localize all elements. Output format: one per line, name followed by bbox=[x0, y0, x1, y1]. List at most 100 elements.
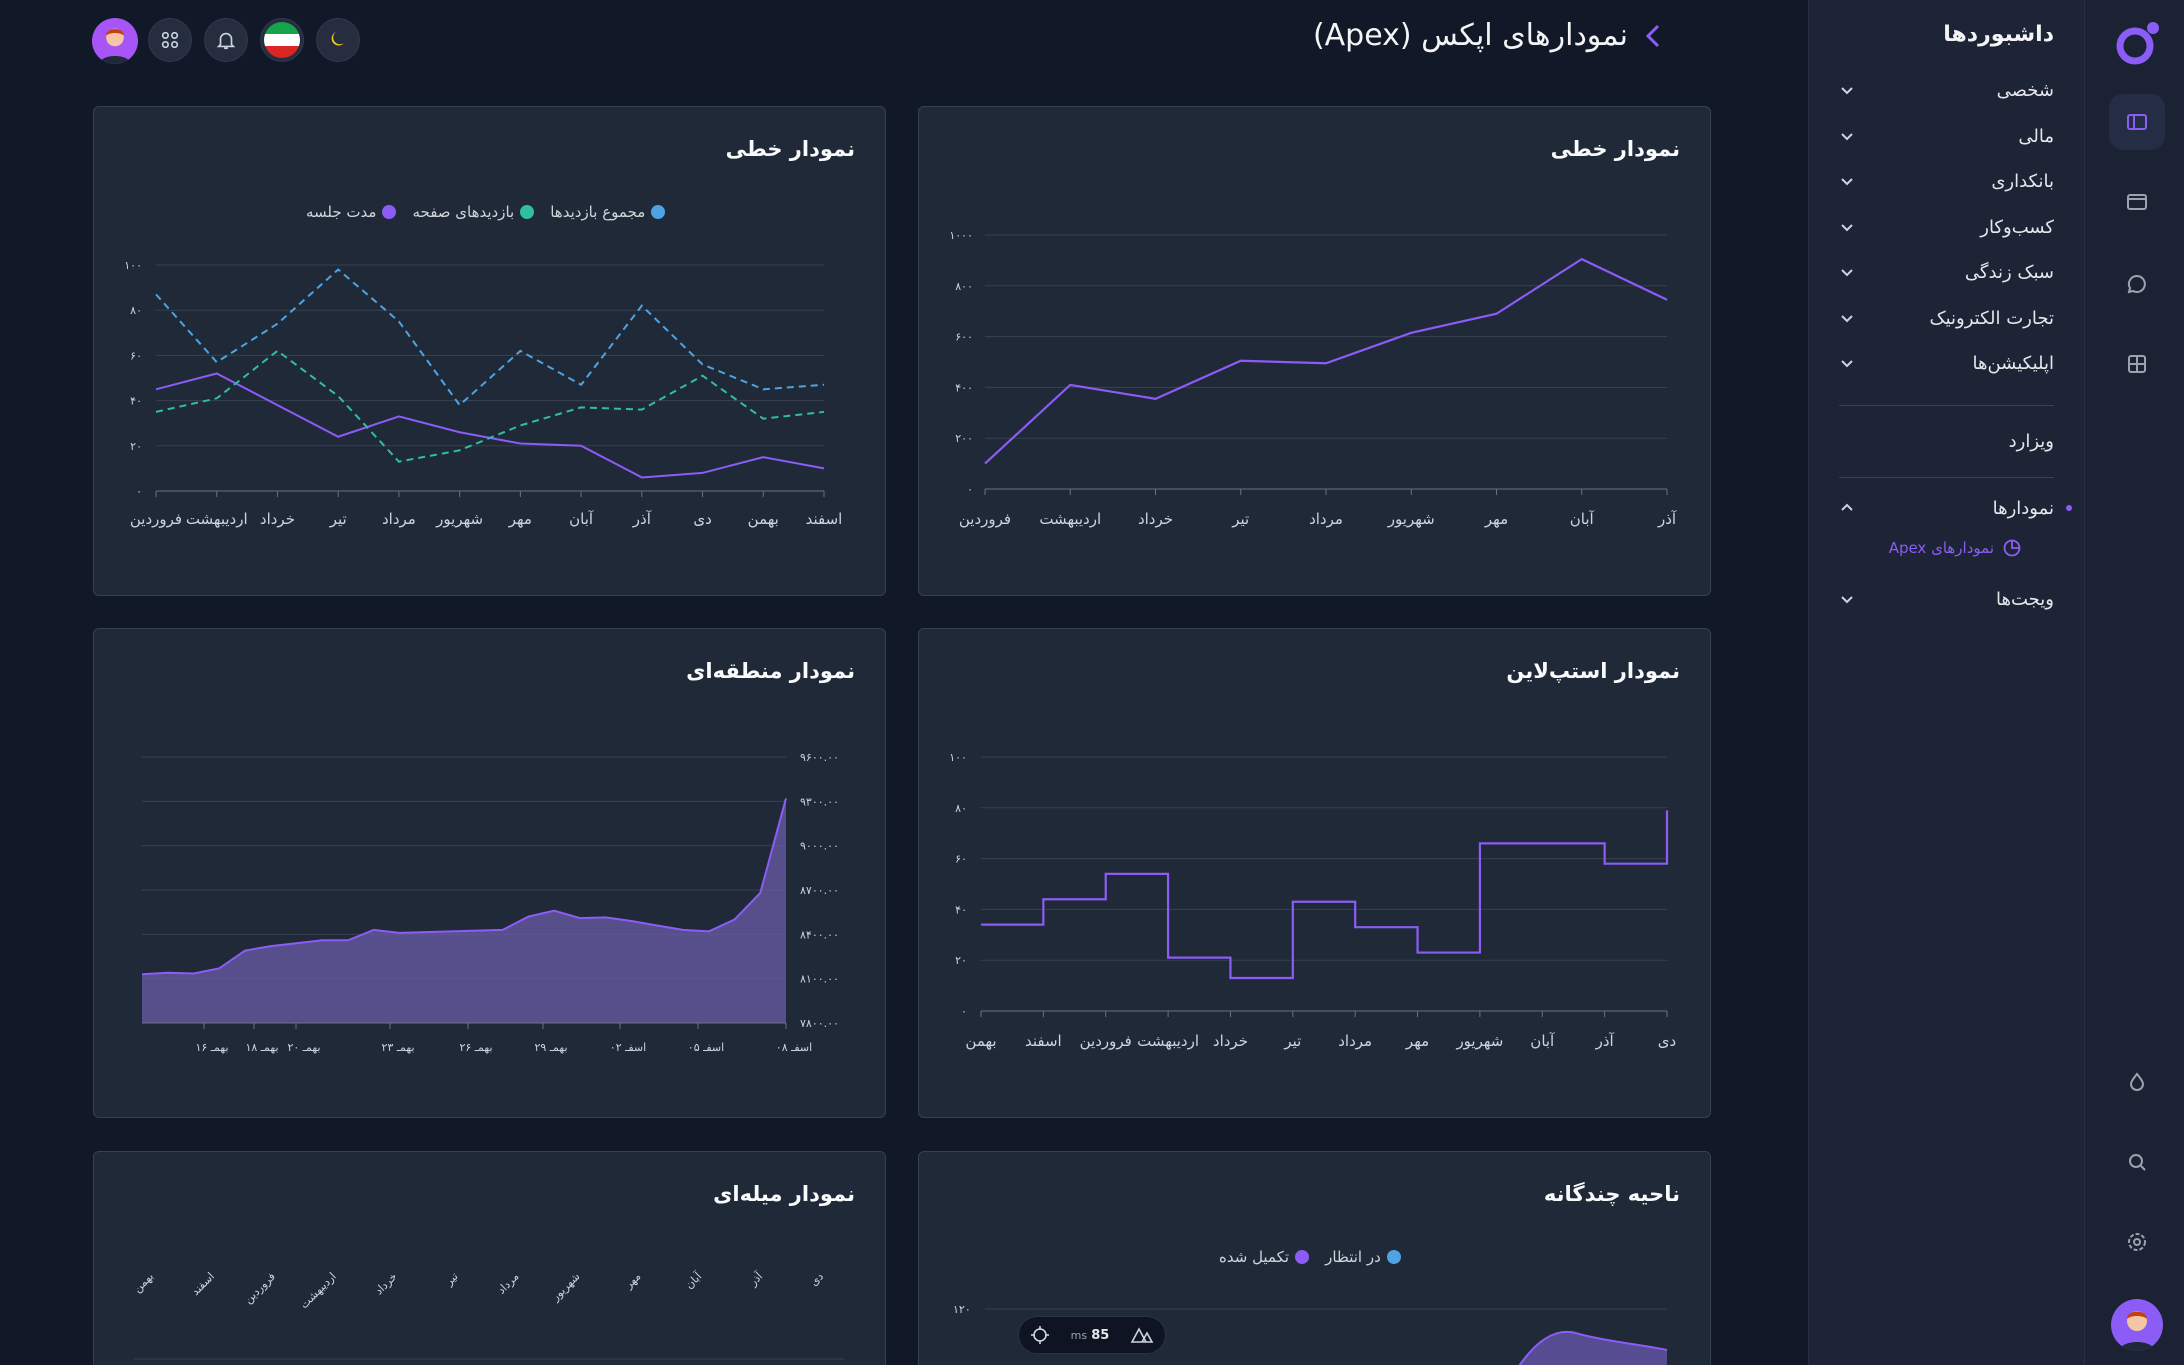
bar-chart-card: نمودار میله‌ای بهمن اسفند فروردین اردیبهشت خ… bbox=[93, 1151, 886, 1365]
theme-toggle-button[interactable] bbox=[316, 18, 360, 62]
x-tick-label: مهر bbox=[1405, 1032, 1429, 1050]
chevron-left-icon[interactable] bbox=[1642, 21, 1664, 51]
card-title: نمودار استپ‌لاین bbox=[1506, 659, 1680, 683]
sidebar-item-widgets[interactable]: ویجت‌ها bbox=[1839, 584, 2054, 614]
page-title: نمودارهای اپکس (Apex) bbox=[1313, 18, 1664, 53]
x-tick-label: آبان bbox=[569, 510, 594, 528]
divider bbox=[1839, 477, 2054, 478]
x-tick-label: مرداد bbox=[1309, 510, 1343, 528]
x-tick-label: فروردین bbox=[1080, 1032, 1132, 1050]
bell-icon bbox=[216, 32, 236, 50]
chevron-down-icon bbox=[1841, 596, 1853, 604]
x-tick-label: ۲۰ بهمـ bbox=[287, 1041, 320, 1054]
chart-legend: در انتظار تکمیل شده bbox=[1219, 1248, 1401, 1266]
y-tick-label: ۹۶۰۰.۰۰ bbox=[800, 751, 839, 764]
x-tick-label: بهمن bbox=[748, 510, 779, 528]
avatar[interactable] bbox=[2111, 1299, 2163, 1351]
legend-item[interactable]: تکمیل شده bbox=[1219, 1248, 1310, 1266]
sidebar-item-banking[interactable]: بانکداری bbox=[1839, 166, 2054, 196]
sidebar-title: داشبوردها bbox=[1943, 22, 2054, 47]
x-tick-label: فروردین bbox=[130, 510, 182, 528]
x-tick-label: مهر bbox=[621, 1270, 643, 1292]
series-line bbox=[155, 268, 825, 407]
legend-item[interactable]: بازدیدهای صفحه bbox=[412, 203, 535, 221]
language-button[interactable] bbox=[260, 18, 304, 62]
sidebar-item-personal[interactable]: شخصی bbox=[1839, 75, 2054, 105]
x-tick-label: آذر bbox=[632, 510, 652, 528]
x-tick-label: بهمن bbox=[131, 1270, 156, 1295]
y-tick-label: ۴۰ bbox=[955, 903, 967, 916]
legend-item[interactable]: در انتظار bbox=[1325, 1248, 1401, 1266]
x-tick-label: شهریور bbox=[1387, 510, 1435, 528]
series-line bbox=[984, 257, 1668, 465]
series-line bbox=[1518, 1330, 1668, 1365]
sidebar-item-apps[interactable]: اپلیکیشن‌ها bbox=[1839, 348, 2054, 378]
legend-item[interactable]: مدت جلسه bbox=[306, 203, 397, 221]
x-tick-label: ۱۸ بهمـ bbox=[245, 1041, 278, 1054]
x-tick-label: شهریور bbox=[1455, 1032, 1503, 1050]
sidebar-item-charts[interactable]: نمودارها bbox=[1839, 493, 2054, 523]
x-tick-label: آذر bbox=[745, 1269, 766, 1290]
y-tick-label: ۲۰ bbox=[130, 440, 142, 453]
x-tick-label: دی bbox=[807, 1270, 826, 1289]
y-tick-label: ۱۲۰ bbox=[953, 1303, 971, 1316]
divider bbox=[1839, 405, 2054, 406]
chart-legend: مجموع بازدیدها بازدیدهای صفحه مدت جلسه bbox=[306, 203, 666, 221]
chevron-down-icon bbox=[1841, 315, 1853, 323]
user-avatar[interactable] bbox=[92, 18, 138, 64]
y-tick-label: ۱۰۰۰ bbox=[949, 229, 973, 242]
window-icon[interactable] bbox=[2109, 174, 2165, 230]
sidebar-item-business[interactable]: کسب‌وکار bbox=[1839, 212, 2054, 242]
x-tick-label: دی bbox=[693, 510, 711, 528]
chevron-down-icon bbox=[1841, 133, 1853, 141]
x-tick-label: تیر bbox=[1283, 1032, 1301, 1050]
card-title: نمودار میله‌ای bbox=[713, 1182, 855, 1206]
dashboard-icon[interactable] bbox=[2109, 94, 2165, 150]
x-tick-label: ۲۳ بهمـ bbox=[381, 1041, 414, 1054]
x-tick-label: خرداد bbox=[1138, 510, 1173, 528]
notifications-button[interactable] bbox=[204, 18, 248, 62]
drop-icon[interactable] bbox=[2109, 1054, 2165, 1110]
apps-button[interactable] bbox=[148, 18, 192, 62]
sidebar-subitem-apex[interactable]: نمودارهای Apex bbox=[1889, 534, 2022, 562]
multi-line-chart-card: نمودار خطی مجموع بازدیدها بازدیدهای صفحه… bbox=[93, 106, 886, 596]
x-tick-label: تیر bbox=[329, 510, 347, 528]
x-tick-label: ۲۹ بهمـ bbox=[534, 1041, 567, 1054]
crosshair-icon[interactable] bbox=[1030, 1325, 1050, 1345]
y-tick-label: ۶۰۰ bbox=[955, 331, 973, 344]
active-dot bbox=[2066, 505, 2072, 511]
x-tick-label: تیر bbox=[442, 1270, 461, 1289]
area-fill bbox=[142, 798, 786, 1023]
legend-item[interactable]: مجموع بازدیدها bbox=[550, 203, 666, 221]
nuxt-logo-icon[interactable] bbox=[1130, 1326, 1154, 1344]
sidebar-item-finance[interactable]: مالی bbox=[1839, 121, 2054, 151]
sidebar-item-lifestyle[interactable]: سبک زندگی bbox=[1839, 257, 2054, 287]
flag-iran-icon bbox=[264, 22, 300, 58]
app-logo-icon[interactable] bbox=[2113, 20, 2161, 68]
x-tick-label: مرداد bbox=[495, 1270, 522, 1297]
x-tick-label: خرداد bbox=[260, 510, 295, 528]
debug-toolbar: ms 85 bbox=[1018, 1316, 1166, 1354]
search-icon[interactable] bbox=[2109, 1134, 2165, 1190]
x-tick-label: ۰۸ اسفـ bbox=[776, 1041, 812, 1054]
grid-icon[interactable] bbox=[2109, 336, 2165, 392]
line-chart: ۰ ۲۰۰ ۴۰۰ ۶۰۰ ۸۰۰ ۱۰۰۰ فروردین اردیبهشت خرداد تیر… bbox=[949, 229, 1677, 528]
chevron-down-icon bbox=[1841, 360, 1853, 368]
x-tick-label: خرداد bbox=[1213, 1032, 1248, 1050]
y-tick-label: ۱۰۰ bbox=[124, 259, 142, 272]
bar-chart: بهمن اسفند فروردین اردیبهشت خرداد تیر مرداد شهر… bbox=[131, 1269, 844, 1360]
chevron-down-icon bbox=[1841, 224, 1853, 232]
x-tick-label: مرداد bbox=[1338, 1032, 1372, 1050]
settings-icon[interactable] bbox=[2109, 1214, 2165, 1270]
sidebar-item-wizard[interactable]: ویزارد bbox=[2008, 430, 2054, 452]
area-chart: ۷۸۰۰.۰۰ ۸۱۰۰.۰۰ ۸۴۰۰.۰۰ ۸۷۰۰.۰۰ ۹۰۰۰.۰۰ ۹۳۰۰.… bbox=[141, 751, 839, 1054]
icon-rail bbox=[2084, 0, 2184, 1365]
sidebar-item-ecommerce[interactable]: تجارت الکترونیک bbox=[1839, 303, 2054, 333]
y-tick-label: ۹۳۰۰.۰۰ bbox=[800, 795, 839, 808]
y-tick-label: ۸۰ bbox=[955, 802, 967, 815]
card-title: نمودار خطی bbox=[725, 137, 855, 161]
chat-icon[interactable] bbox=[2109, 256, 2165, 312]
x-tick-label: ۰۵ اسفـ bbox=[688, 1041, 724, 1054]
x-tick-label: بهمن bbox=[965, 1032, 996, 1050]
x-tick-label: ۱۶ بهمـ bbox=[195, 1041, 228, 1054]
